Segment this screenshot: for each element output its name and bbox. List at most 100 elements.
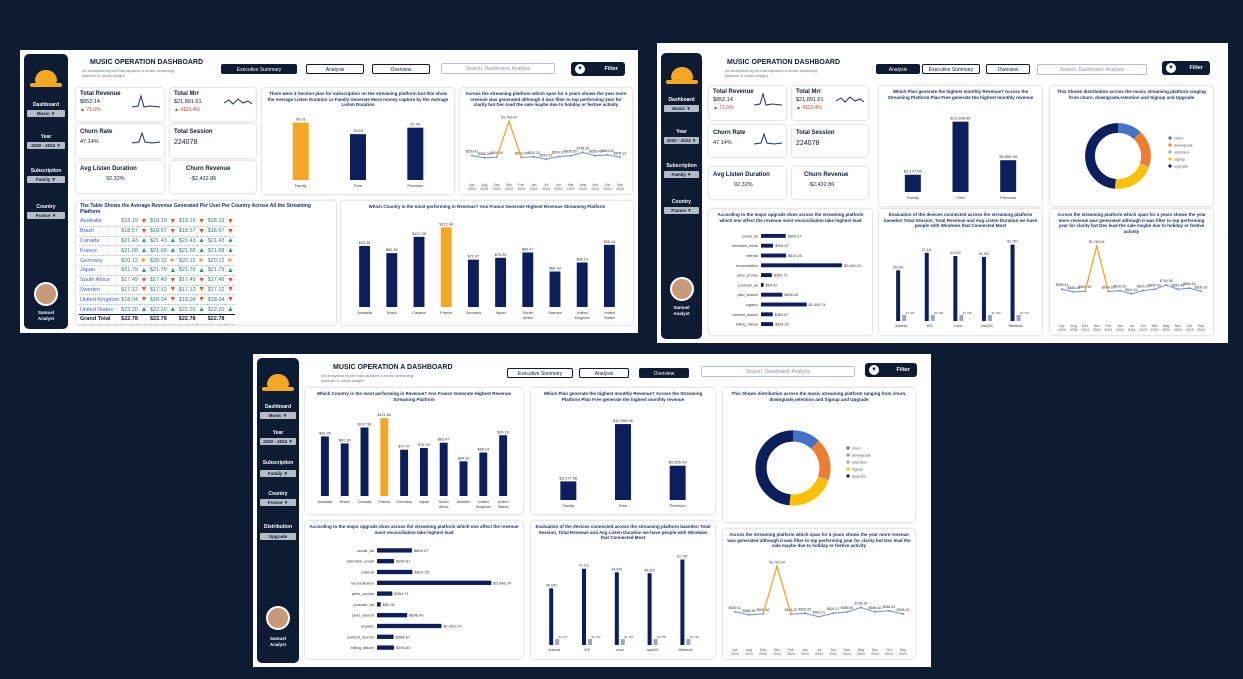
data-label: 44,920 — [950, 251, 961, 255]
data-label: $1,763.04 — [1089, 240, 1105, 244]
data-label: $2,648.24 — [844, 264, 861, 268]
data-label: $68.14 — [477, 448, 489, 452]
tab-executive-summary[interactable]: Executive Summary — [221, 64, 297, 74]
table-total-row: Grand Total $22.78 $22.78 $22.78 $22.78 — [79, 313, 236, 325]
tick-label: 2024 — [468, 187, 476, 191]
dashboard-select[interactable]: Music ▼ — [27, 110, 65, 117]
data-point — [545, 158, 547, 161]
data-label: 44,320 — [644, 568, 655, 572]
tab-overview[interactable]: Overview — [372, 64, 430, 74]
table-row: Brazil $18.57 ▼ $18.57 ▼ $18.57 ▼ $18.57 ▼ — [79, 226, 236, 237]
arpu-value: $22.20 — [206, 304, 226, 315]
trend-arrow-icon: ▼ — [225, 275, 236, 286]
tab-executive-summary[interactable]: Executive Summary — [507, 368, 573, 378]
country-select[interactable]: France ▼ — [27, 212, 65, 219]
arpu-value: $17.49 — [177, 275, 197, 286]
bar — [377, 591, 393, 596]
category-label: reconciliation — [351, 580, 374, 585]
kpi-churn-rate: Churn Rate 47.14% — [709, 125, 786, 157]
tab-executive-summary[interactable]: Executive Summary — [922, 64, 980, 74]
dashboard-select[interactable]: Music ▼ — [260, 412, 296, 419]
session-bar — [647, 573, 652, 645]
trend-arrow-icon: ▼ — [196, 275, 207, 286]
data-point — [1176, 288, 1179, 291]
country-select[interactable]: France ▼ — [260, 499, 296, 506]
tick-label: Apr — [469, 183, 475, 187]
table-row: Germany $20.12 ► $20.12 ► $20.12 ► $20.12 ► — [79, 255, 236, 266]
bar — [377, 623, 442, 629]
tab-analysis[interactable]: Analysis — [876, 64, 920, 74]
tick-label: Africa — [523, 316, 534, 320]
country-select[interactable]: France ▼ — [664, 207, 699, 214]
tick-label: 2024 — [1197, 328, 1205, 332]
search-input[interactable]: Search, Dashboard, Analysis — [701, 366, 855, 377]
data-label: $620.20 — [527, 151, 540, 155]
tab-overview[interactable]: Overview — [639, 368, 689, 378]
tick-label: 2024 — [801, 652, 809, 656]
table-row: United States $22.20 ▲ $22.20 ▲ $22.20 ▲ $22.20… — [79, 304, 236, 315]
session-bar — [896, 270, 901, 321]
year-select[interactable]: 2020 - 2024 ▼ — [664, 137, 699, 144]
year-select[interactable]: 2020 - 2024 ▼ — [27, 142, 65, 149]
sidebar-dashboard-label: Dashboard — [32, 102, 60, 108]
filter-button[interactable]: ▼ Filter — [571, 62, 625, 76]
avatar — [34, 282, 58, 306]
tick-label: 2024 — [1093, 328, 1101, 332]
tick-label: Free — [619, 503, 628, 508]
chart-monthly-trend: Across the streaming platform which span… — [1050, 209, 1213, 335]
subscription-select[interactable]: Family ▼ — [664, 171, 699, 178]
table-row: Japan $21.79 ▲ $21.79 ▲ $21.79 ▲ $21.79 ▲ — [79, 265, 236, 276]
trend-arrow-icon: ▲ — [225, 304, 236, 315]
data-label: $586.36 — [743, 609, 756, 613]
search-input[interactable]: Search, Dashboard, Analysis — [1037, 64, 1147, 75]
session-bar — [549, 588, 554, 645]
tab-analysis[interactable]: Analysis — [306, 64, 364, 74]
trend-arrow-icon: ▼ — [225, 285, 236, 296]
dashboard-select[interactable]: Music ▼ — [664, 105, 699, 112]
arpu-value: $21.79 — [206, 265, 226, 276]
data-label: $1,780 — [991, 311, 1001, 315]
bar — [320, 436, 329, 496]
country-table: Australia $18.19 ▼ $18.19 ▼ $18.19 ▼ $18.19 ▼ Bra… — [79, 217, 236, 325]
legend-label: signup — [1174, 158, 1185, 162]
category-label: referral — [746, 254, 758, 258]
dashboard-analysis: Dashboard Music ▼ Year 2020 - 2024 ▼ Sub… — [657, 43, 1228, 343]
search-input[interactable]: Search, Dashboard, Analysis — [441, 63, 555, 74]
cowboy-hat-logo-icon — [665, 67, 698, 84]
bar — [413, 236, 425, 307]
country-name: United States — [79, 304, 121, 315]
tab-overview[interactable]: Overview — [986, 64, 1030, 74]
data-label: $394.63 — [775, 323, 789, 327]
arpu-value: $17.49 — [120, 275, 139, 286]
sidebar-subscription-label: Subscription — [666, 163, 697, 169]
devices-bar-chart: 35,020 $1,787 Android 47,111 $1,780 iOS 44,920… — [893, 240, 1030, 328]
subscription-select[interactable]: Family ▼ — [260, 470, 296, 477]
data-point — [532, 155, 535, 158]
chart-title: Which Plan generate the highest monthly … — [887, 89, 1034, 100]
filter-button[interactable]: ▼ Filter — [1162, 61, 1210, 75]
arpu-value: $17.12 — [120, 285, 139, 296]
year-select[interactable]: 2020 - 2024 ▼ — [260, 438, 296, 445]
arpu-value: $17.12 — [206, 285, 226, 296]
subscription-select[interactable]: Family ▼ — [27, 176, 65, 183]
distribution-select[interactable]: Upgrade — [260, 533, 296, 540]
trend-arrow-icon: ▲ — [196, 236, 207, 247]
tick-label: Jan — [802, 648, 808, 652]
data-label: 35,020 — [893, 265, 904, 269]
revenue-bar — [620, 639, 625, 645]
filter-button[interactable]: ▼ Filter — [865, 363, 917, 377]
data-label: $655.50 — [841, 606, 854, 610]
country-name: Sweden — [79, 285, 121, 296]
arpu-value: $21.43 — [177, 236, 197, 247]
tick-label: Android — [895, 324, 907, 328]
tab-analysis[interactable]: Analysis — [579, 368, 629, 378]
category-label: price_promo — [737, 274, 758, 278]
tick-label: 2024 — [885, 652, 893, 656]
sidebar-year-label: Year — [40, 134, 52, 140]
data-point — [902, 613, 904, 616]
sidebar-dashboard-label: Dashboard — [264, 404, 292, 410]
tick-label: Germany — [466, 311, 482, 315]
data-label: $609.40 — [757, 608, 770, 612]
data-label: $12,958.96 — [950, 116, 971, 121]
legend-label: upgrade — [852, 475, 866, 479]
